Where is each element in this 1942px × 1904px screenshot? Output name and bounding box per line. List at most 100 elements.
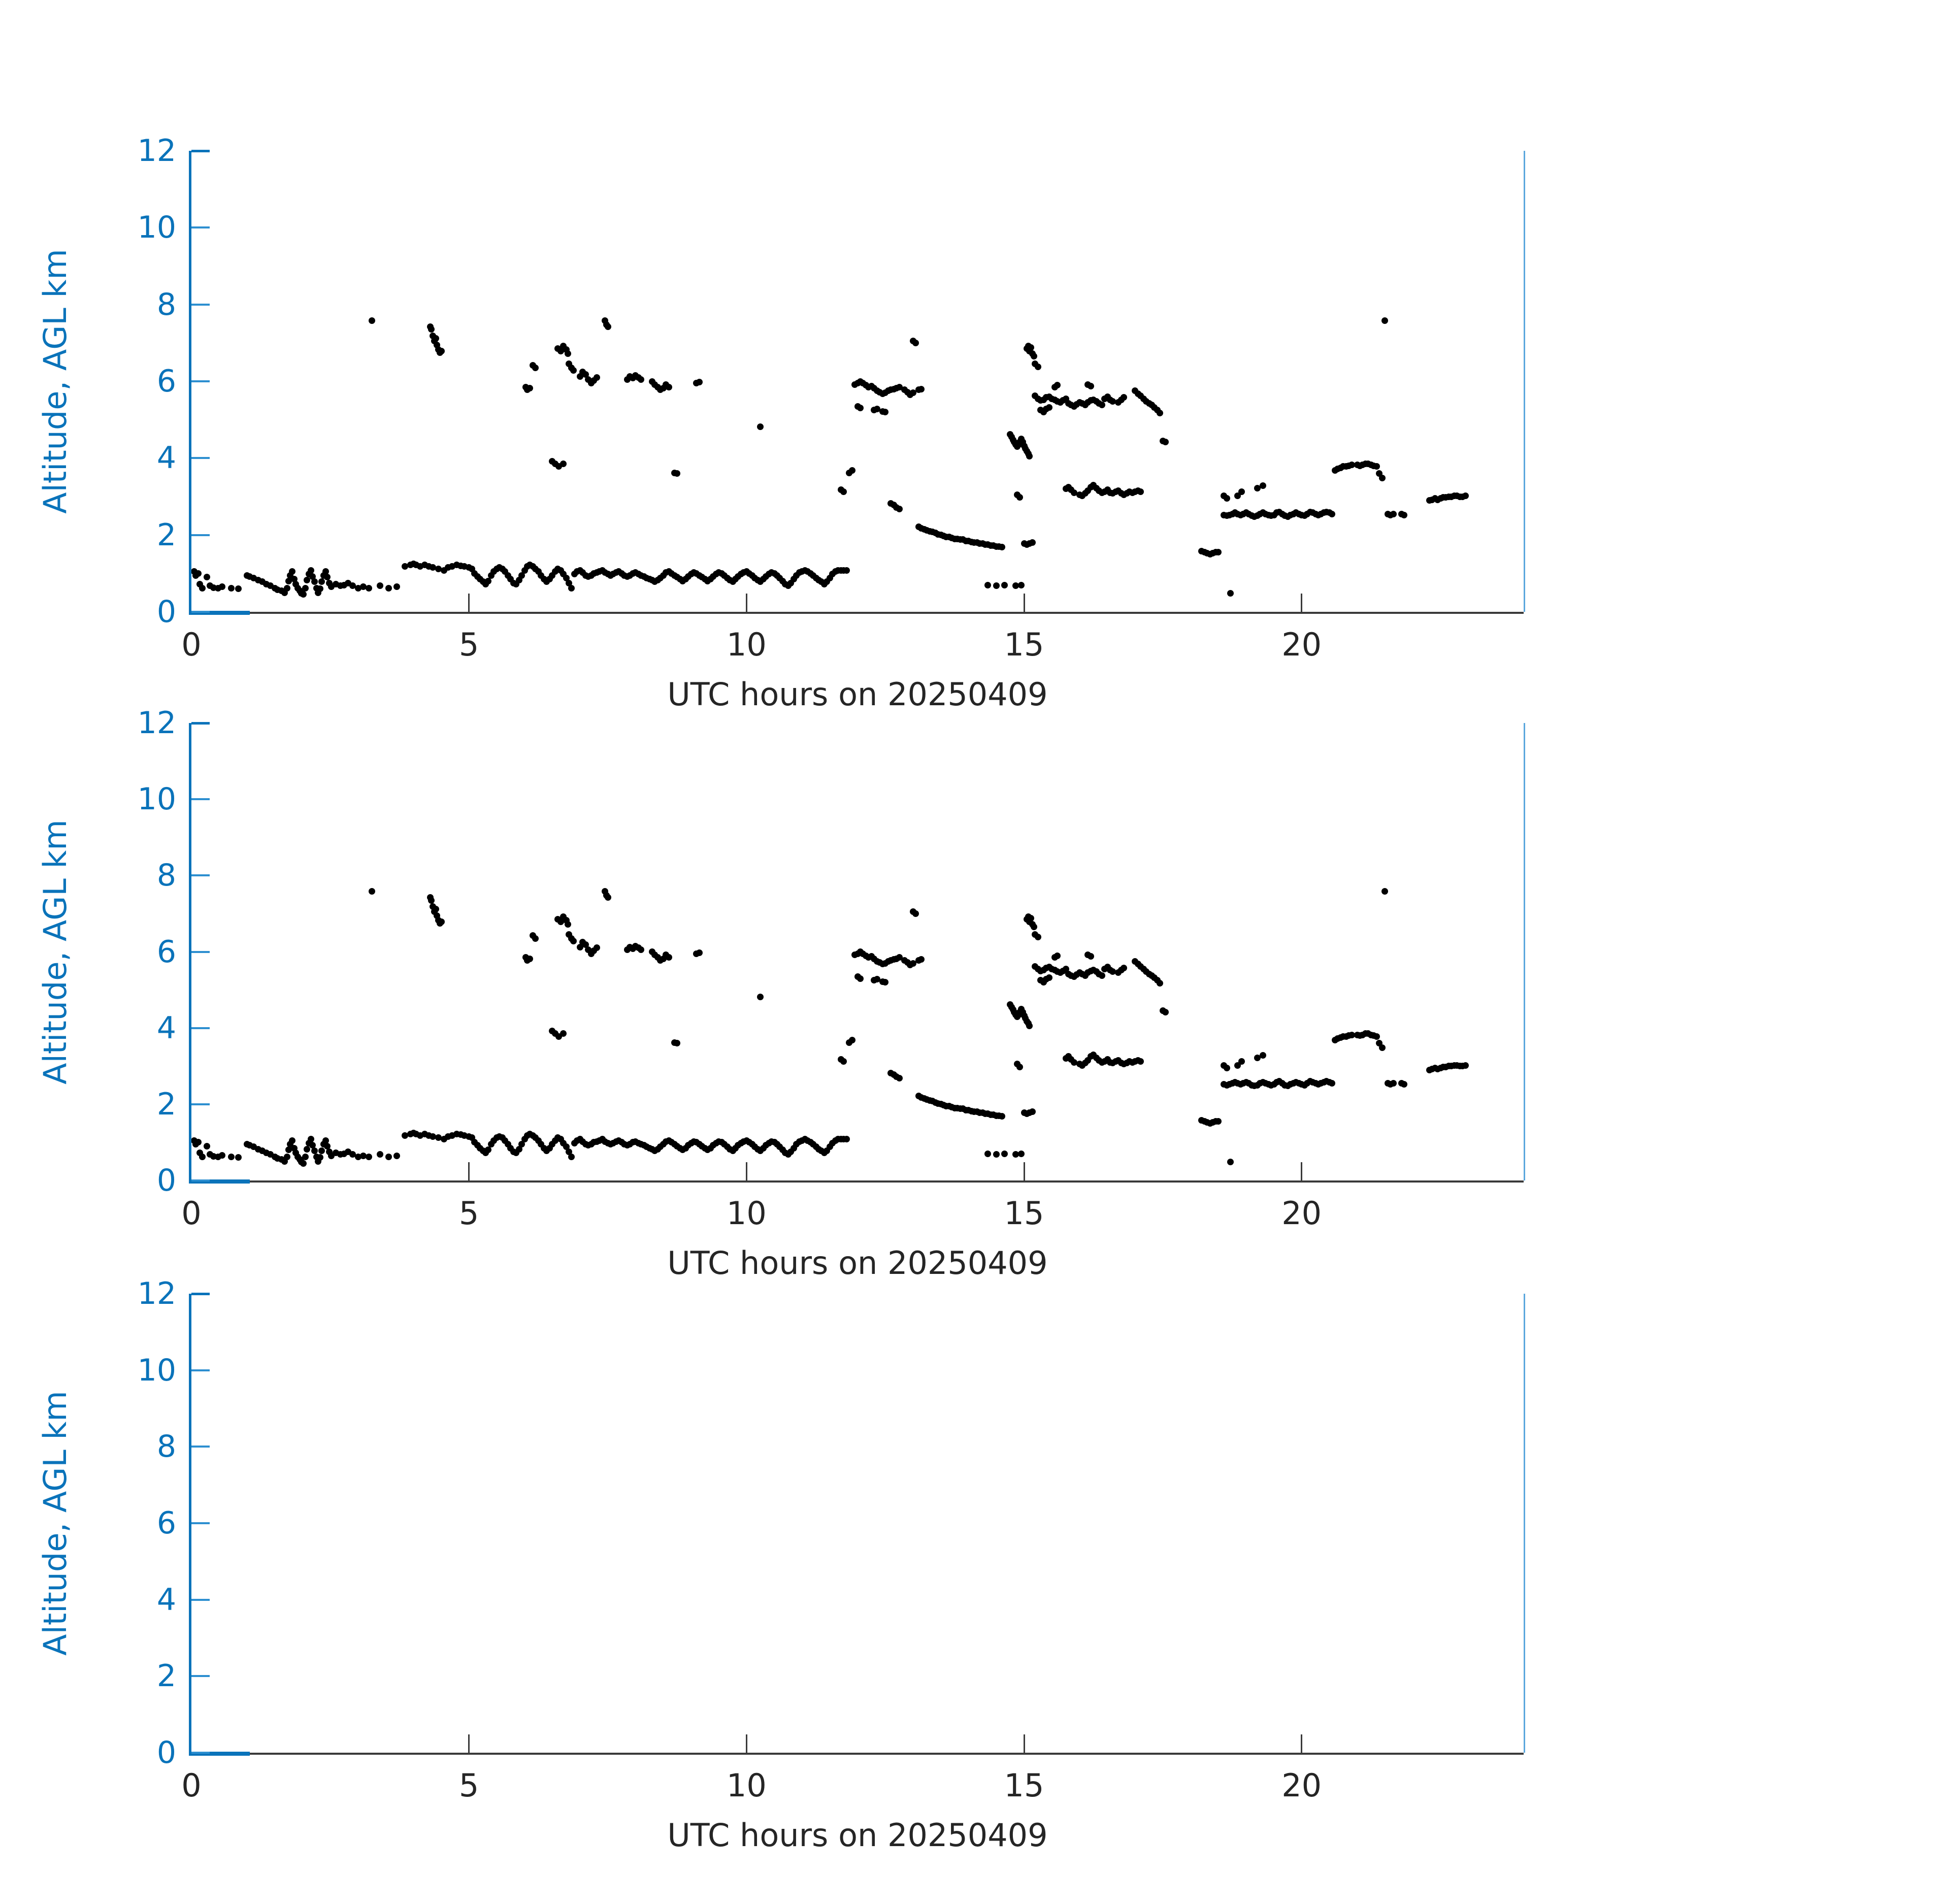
panel-2-x-spine-stub bbox=[189, 1179, 250, 1184]
scatter-point bbox=[1356, 462, 1363, 469]
scatter-point bbox=[638, 572, 645, 579]
scatter-point bbox=[926, 1097, 933, 1104]
scatter-point bbox=[554, 1134, 562, 1141]
scatter-point bbox=[432, 335, 439, 342]
scatter-point bbox=[426, 323, 434, 331]
scatter-point bbox=[668, 570, 675, 577]
scatter-point bbox=[793, 572, 800, 579]
scatter-point bbox=[962, 1106, 969, 1113]
scatter-point bbox=[1065, 970, 1072, 977]
y-tick-mark bbox=[191, 1598, 210, 1601]
scatter-point bbox=[1265, 1081, 1272, 1088]
scatter-point bbox=[710, 1142, 717, 1149]
scatter-point bbox=[344, 579, 351, 586]
scatter-point bbox=[325, 579, 333, 586]
scatter-point bbox=[1132, 1058, 1139, 1065]
y-tick-mark bbox=[191, 1027, 210, 1029]
scatter-point bbox=[1293, 1078, 1300, 1086]
scatter-point bbox=[1323, 508, 1330, 515]
scatter-point bbox=[799, 1137, 806, 1144]
scatter-point bbox=[1084, 487, 1092, 495]
scatter-point bbox=[740, 1138, 747, 1145]
scatter-point bbox=[1026, 1023, 1033, 1030]
scatter-point bbox=[563, 1143, 570, 1151]
scatter-point bbox=[1081, 972, 1089, 979]
scatter-point bbox=[1051, 396, 1058, 403]
scatter-point bbox=[954, 535, 961, 542]
scatter-point bbox=[204, 574, 211, 581]
scatter-point bbox=[1268, 512, 1275, 519]
scatter-point bbox=[431, 908, 438, 915]
scatter-point bbox=[751, 1143, 759, 1151]
scatter-point bbox=[1273, 509, 1280, 516]
scatter-point bbox=[228, 1153, 235, 1160]
scatter-point bbox=[551, 461, 558, 468]
scatter-point bbox=[563, 574, 570, 581]
scatter-point bbox=[901, 957, 908, 964]
scatter-point bbox=[430, 1133, 437, 1140]
scatter-point bbox=[623, 946, 631, 954]
scatter-point bbox=[693, 1139, 700, 1146]
scatter-point bbox=[523, 386, 531, 393]
scatter-point bbox=[1008, 1003, 1015, 1010]
scatter-point bbox=[513, 581, 520, 588]
scatter-point bbox=[873, 976, 880, 983]
scatter-point bbox=[860, 950, 867, 957]
scatter-point bbox=[918, 524, 925, 532]
scatter-point bbox=[337, 1151, 344, 1158]
scatter-point bbox=[665, 1137, 672, 1144]
scatter-point bbox=[873, 405, 880, 412]
panel-1-y-axis-label: Altitude, AGL km bbox=[37, 249, 74, 514]
scatter-point bbox=[582, 1141, 589, 1148]
scatter-point bbox=[760, 1144, 767, 1152]
scatter-point bbox=[635, 1139, 642, 1146]
scatter-point bbox=[250, 1143, 257, 1151]
scatter-point bbox=[385, 584, 392, 592]
scatter-point bbox=[593, 374, 600, 381]
scatter-point bbox=[1157, 979, 1164, 987]
scatter-point bbox=[629, 1139, 636, 1146]
scatter-point bbox=[1025, 913, 1032, 920]
scatter-point bbox=[1073, 971, 1080, 978]
scatter-point bbox=[1306, 508, 1313, 515]
scatter-point bbox=[1257, 1080, 1264, 1087]
scatter-point bbox=[1016, 1008, 1023, 1015]
scatter-point bbox=[317, 585, 324, 593]
scatter-point bbox=[349, 582, 356, 589]
scatter-point bbox=[1026, 453, 1033, 460]
y-tick-label: 8 bbox=[156, 858, 176, 894]
scatter-point bbox=[1223, 512, 1230, 519]
scatter-point bbox=[962, 537, 969, 544]
x-tick-mark bbox=[1023, 594, 1025, 612]
scatter-point bbox=[1062, 965, 1069, 972]
x-tick-label: 5 bbox=[458, 1767, 479, 1804]
scatter-point bbox=[782, 1150, 789, 1157]
scatter-point bbox=[1342, 463, 1349, 470]
scatter-point bbox=[757, 578, 764, 585]
scatter-point bbox=[837, 567, 844, 574]
scatter-point bbox=[457, 562, 464, 569]
scatter-point bbox=[377, 582, 384, 589]
scatter-point bbox=[818, 578, 825, 585]
scatter-point bbox=[832, 568, 839, 575]
scatter-point bbox=[565, 360, 572, 368]
scatter-point bbox=[360, 1152, 367, 1159]
scatter-point bbox=[984, 1110, 992, 1118]
scatter-point bbox=[815, 577, 822, 584]
scatter-point bbox=[648, 1145, 655, 1153]
scatter-point bbox=[1023, 916, 1030, 923]
scatter-point bbox=[1293, 509, 1300, 516]
scatter-point bbox=[1439, 494, 1446, 501]
y-tick-label: 10 bbox=[137, 781, 176, 817]
scatter-point bbox=[912, 339, 919, 346]
y-tick-mark bbox=[191, 1292, 210, 1295]
scatter-point bbox=[576, 567, 583, 574]
scatter-point bbox=[1340, 1033, 1347, 1040]
scatter-point bbox=[298, 590, 305, 597]
scatter-point bbox=[515, 577, 522, 584]
scatter-point bbox=[621, 1141, 628, 1148]
scatter-point bbox=[701, 576, 708, 583]
scatter-point bbox=[490, 568, 498, 575]
scatter-point bbox=[1259, 482, 1266, 489]
scatter-point bbox=[1018, 1005, 1025, 1012]
